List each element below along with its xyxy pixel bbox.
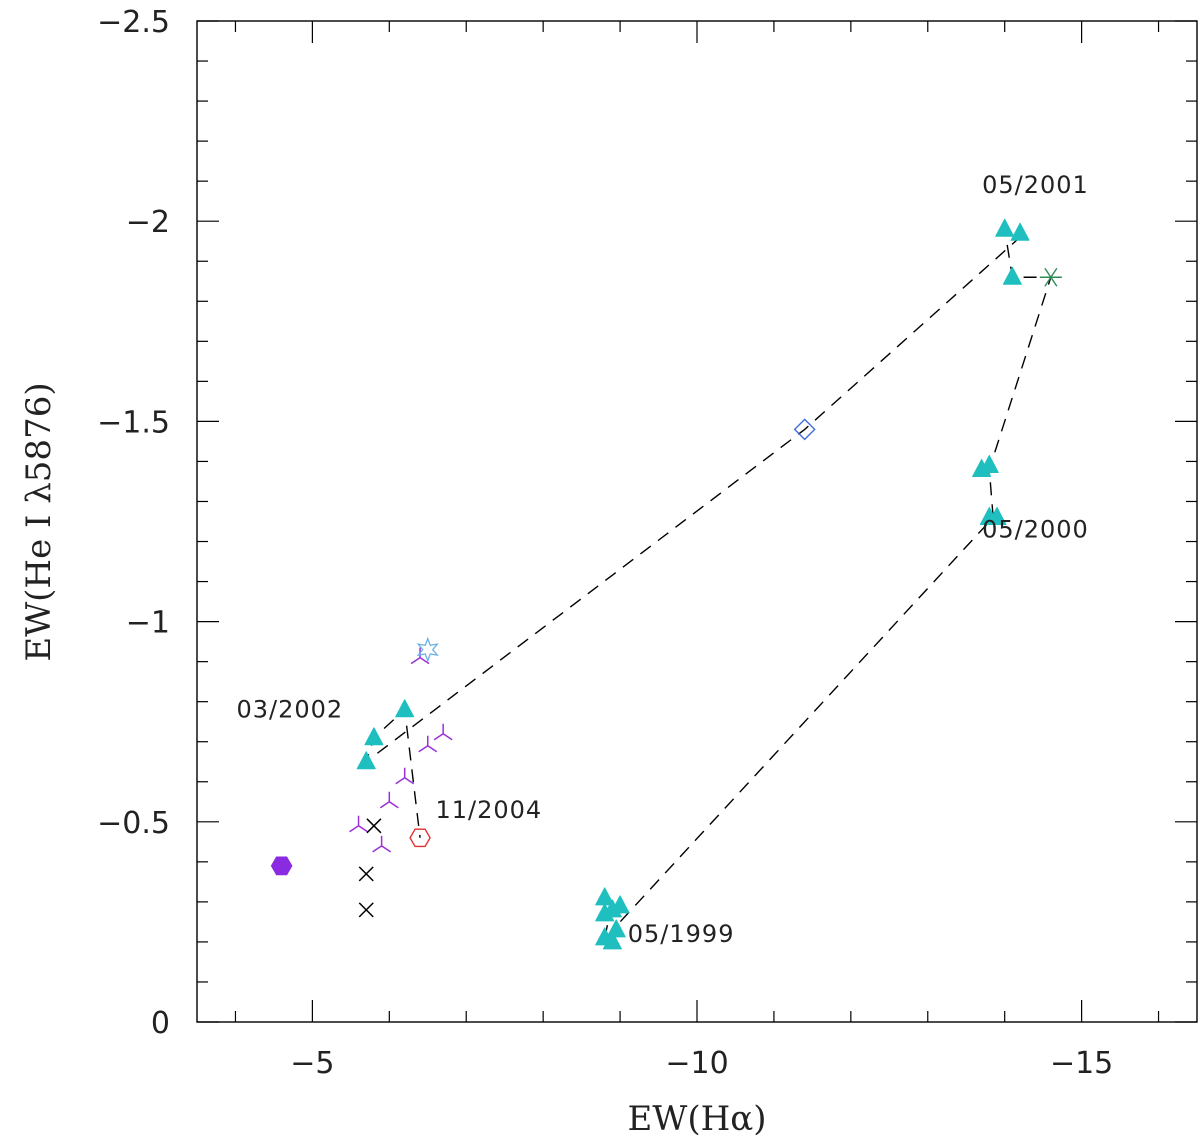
triangle-marker: [356, 751, 376, 770]
triangle-shape: [606, 919, 626, 938]
cross-shape: [358, 866, 374, 882]
asterisk-marker: [1039, 267, 1062, 287]
triangle-shape: [364, 727, 384, 746]
tripod-shape: [395, 767, 415, 785]
cross-marker: [358, 866, 374, 882]
triangle-shape: [356, 751, 376, 770]
triangle-marker: [610, 895, 630, 914]
triangle-shape: [595, 903, 615, 922]
date-annotation: 05/2000: [982, 516, 1089, 544]
triangle-marker: [606, 919, 626, 938]
date-annotations: 05/2001 05/2000 03/2002 11/2004 05/1999: [236, 171, 1089, 948]
triangle-shape: [987, 506, 1007, 525]
triangle-shape: [395, 699, 415, 718]
triangle-marker: [1002, 266, 1022, 285]
triangle-marker: [995, 218, 1015, 237]
asterisk-shape: [1039, 267, 1062, 287]
date-annotation: 05/1999: [628, 920, 735, 948]
hexagon_filled-marker: [270, 856, 293, 876]
triangle-marker: [602, 931, 622, 950]
tripod-marker: [349, 815, 368, 833]
tripod-marker: [433, 723, 453, 741]
tick-labels: −5 −10 −15 0 −0.5 −1 −1.5 −2 −2.5: [97, 5, 1113, 1081]
date-annotation: 05/2001: [982, 171, 1089, 199]
y-tick-label: −2.5: [97, 5, 170, 40]
hexagon-shape: [270, 856, 293, 876]
y-tick-label: −1.5: [97, 405, 170, 440]
cross-shape: [358, 902, 374, 918]
triangle-marker: [595, 903, 615, 922]
triangle-marker: [987, 506, 1007, 525]
tripod-shape: [349, 815, 368, 833]
dashed-path: [364, 227, 1052, 939]
tripod-marker: [379, 791, 399, 809]
star-shape: [416, 636, 439, 663]
hexagon-shape: [409, 828, 431, 848]
triangle-shape: [610, 895, 630, 914]
date-annotation: 11/2004: [435, 796, 542, 824]
triangle-marker: [979, 454, 999, 473]
y-tick-label: −0.5: [97, 806, 170, 841]
cross-shape: [366, 818, 382, 834]
tripod-shape: [433, 723, 453, 741]
diamond-marker: [793, 418, 816, 441]
triangle-marker: [1010, 222, 1030, 241]
triangle-shape: [979, 454, 999, 473]
tripod-shape: [372, 835, 392, 853]
triangle-shape: [602, 931, 622, 950]
triangle-marker: [395, 699, 415, 718]
triangle-shape: [1010, 222, 1030, 241]
diamond-shape: [793, 418, 816, 441]
tripod-shape: [418, 735, 438, 753]
data-markers: [270, 218, 1062, 950]
y-tick-label: 0: [151, 1006, 170, 1041]
x-tick-label: −15: [1050, 1046, 1113, 1081]
tripod-marker: [395, 767, 415, 785]
hexagon_open-marker: [409, 828, 431, 848]
axis-ticks: [197, 20, 1197, 1023]
cross-marker: [366, 818, 382, 834]
triangle-shape: [1002, 266, 1022, 285]
triangle-marker: [364, 727, 384, 746]
x-tick-label: −10: [665, 1046, 728, 1081]
date-annotation: 03/2002: [236, 696, 343, 724]
x-axis-label: EW(Hα): [628, 1099, 767, 1139]
y-tick-label: −1: [126, 606, 170, 641]
x-tick-label: −5: [290, 1046, 334, 1081]
tripod-shape: [379, 791, 399, 809]
cross-marker: [358, 902, 374, 918]
y-axis-label: EW(He I λ5876): [19, 382, 59, 661]
triangle-shape: [995, 218, 1015, 237]
y-tick-label: −2: [126, 205, 170, 240]
star-marker: [416, 636, 439, 663]
tripod-marker: [372, 835, 392, 853]
evolution-path: [364, 227, 1052, 939]
tripod-marker: [418, 735, 438, 753]
